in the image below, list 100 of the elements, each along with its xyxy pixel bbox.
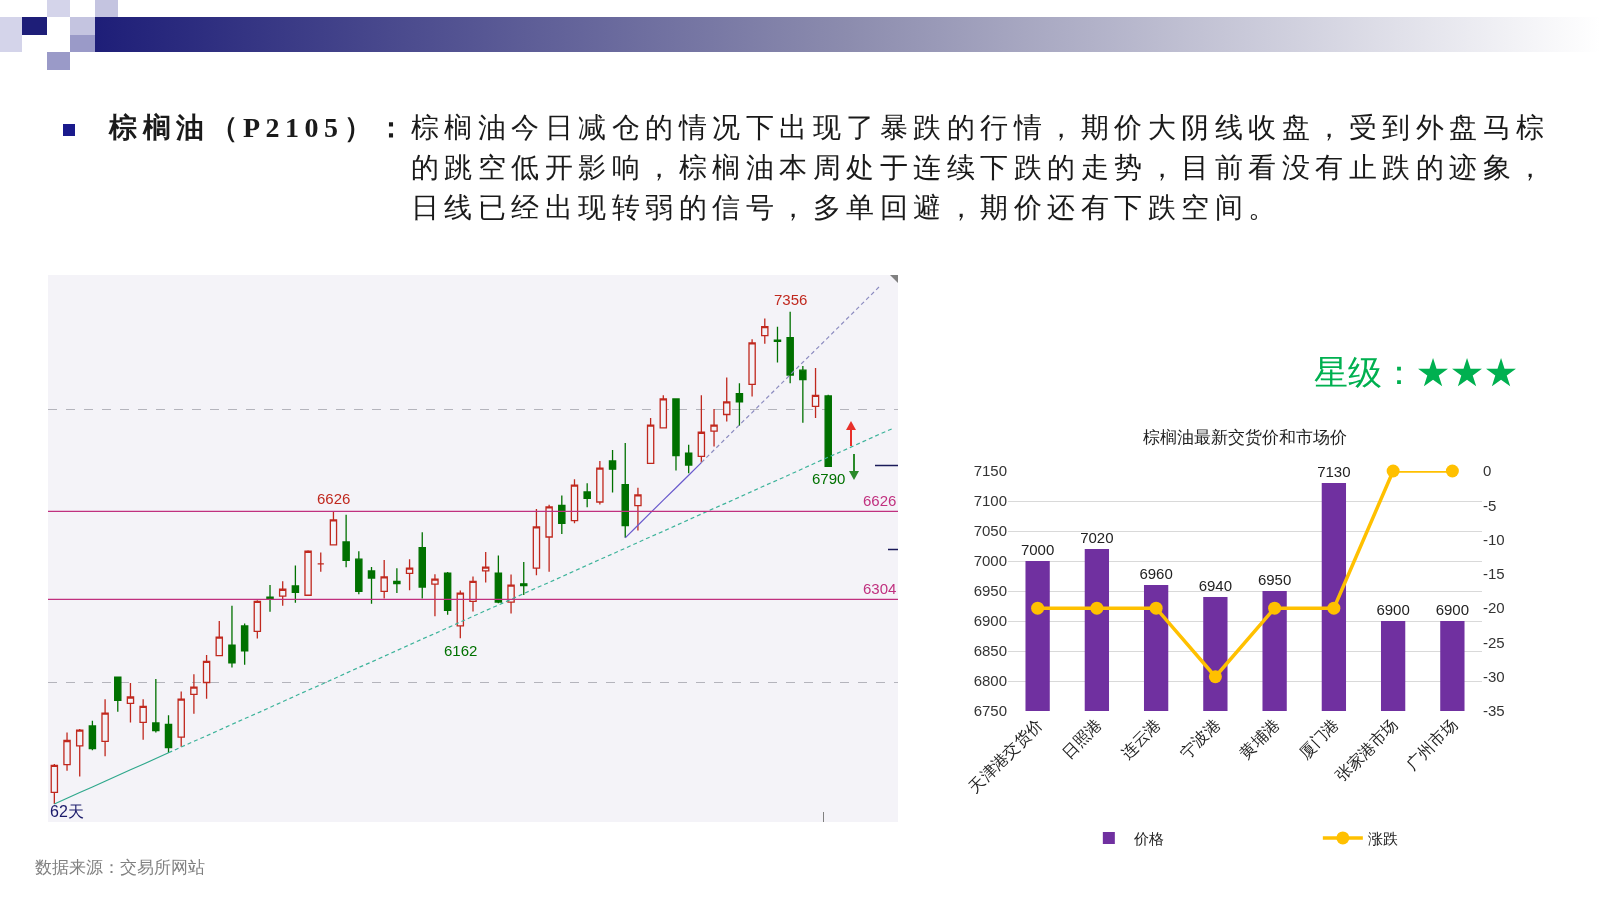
candlestick bbox=[405, 558, 414, 591]
candlestick bbox=[152, 678, 160, 734]
candlestick bbox=[164, 714, 173, 754]
candlestick bbox=[75, 728, 84, 778]
point bbox=[1031, 601, 1045, 615]
text: 6162 bbox=[444, 642, 478, 659]
x-tick-label: 日照港 bbox=[1058, 715, 1105, 762]
candlestick bbox=[748, 338, 756, 398]
point bbox=[1386, 464, 1400, 478]
candlestick bbox=[824, 394, 832, 468]
legend-label: 价格 bbox=[1132, 830, 1164, 847]
point bbox=[1327, 601, 1341, 615]
candlestick bbox=[583, 482, 591, 508]
candlestick bbox=[634, 487, 642, 532]
data-label: 6940 bbox=[1198, 577, 1233, 594]
candlestick bbox=[811, 367, 820, 419]
candlestick bbox=[431, 573, 439, 617]
candlestick bbox=[786, 311, 794, 384]
ref-line-label: 6626 bbox=[863, 492, 897, 509]
point bbox=[1090, 601, 1104, 615]
candlestick bbox=[380, 559, 388, 600]
candlestick bbox=[88, 720, 97, 751]
candlestick bbox=[278, 580, 287, 607]
candlestick bbox=[710, 408, 718, 448]
y-tick-label: 6850 bbox=[973, 642, 1007, 660]
y-tick-label: 6800 bbox=[973, 672, 1007, 690]
point bbox=[1149, 601, 1163, 615]
candlestick bbox=[228, 605, 236, 669]
candlestick bbox=[481, 551, 490, 584]
point bbox=[1268, 601, 1282, 615]
y-tick-label: 6900 bbox=[973, 612, 1007, 630]
text: 6626 bbox=[317, 490, 351, 507]
candlestick bbox=[190, 673, 198, 715]
candlestick bbox=[177, 690, 185, 748]
source-note: 数据来源：交易所网站 bbox=[35, 858, 205, 877]
candlestick bbox=[63, 731, 71, 772]
x-tick-label: 连云港 bbox=[1117, 715, 1164, 762]
candlestick bbox=[697, 394, 706, 464]
candlestick bbox=[266, 584, 274, 613]
candlestick bbox=[570, 478, 579, 524]
candlestick bbox=[608, 449, 617, 494]
chart-title: 棕榈油最新交货价和市场价 bbox=[1143, 427, 1347, 447]
candlestick bbox=[456, 589, 465, 639]
candlestick bbox=[519, 561, 528, 596]
candlestick bbox=[735, 382, 744, 427]
candlestick bbox=[494, 554, 503, 604]
candlestick bbox=[545, 504, 553, 573]
data-label: 7000 bbox=[1020, 541, 1055, 558]
candlestick bbox=[532, 508, 541, 576]
candlestick bbox=[672, 398, 680, 472]
y-tick-label: 7000 bbox=[973, 552, 1007, 570]
candlestick bbox=[139, 698, 147, 741]
data-label: 7020 bbox=[1080, 529, 1114, 546]
annotation: 62天 bbox=[50, 803, 84, 820]
y2-tick-label: -35 bbox=[1483, 702, 1505, 720]
candlestick bbox=[253, 599, 262, 640]
legend-label: 涨跌 bbox=[1367, 830, 1398, 847]
y2-tick-label: -5 bbox=[1483, 496, 1497, 514]
candlestick bbox=[304, 549, 312, 596]
text: 星级：★★★ bbox=[1314, 354, 1518, 391]
candlestick bbox=[355, 550, 363, 595]
candlestick bbox=[240, 622, 249, 666]
x-tick-label: 厦门港 bbox=[1295, 715, 1342, 762]
x-tick-label: 黄埔港 bbox=[1236, 715, 1283, 762]
candlestick bbox=[126, 682, 135, 724]
candlestick bbox=[418, 531, 427, 600]
candlestick bbox=[342, 514, 350, 569]
data-label: 6900 bbox=[1376, 601, 1410, 618]
y-tick-label: 6950 bbox=[973, 582, 1007, 600]
candlestick bbox=[202, 654, 211, 700]
y-tick-label: 7100 bbox=[973, 492, 1007, 510]
y2-tick-label: 0 bbox=[1483, 462, 1492, 480]
candlestick bbox=[114, 676, 122, 713]
candlestick bbox=[215, 620, 224, 657]
candlestick bbox=[443, 571, 452, 616]
candlestick bbox=[621, 442, 629, 539]
candlestick bbox=[722, 376, 731, 423]
candlestick bbox=[799, 365, 807, 424]
text: 6790 bbox=[812, 470, 846, 487]
data-label: 6950 bbox=[1257, 571, 1292, 588]
candlestick bbox=[367, 566, 376, 605]
candlestick bbox=[659, 394, 668, 429]
candlestick bbox=[329, 510, 338, 547]
text: 7356 bbox=[774, 291, 808, 308]
candlestick bbox=[761, 317, 769, 345]
y2-tick-label: -25 bbox=[1483, 633, 1505, 651]
candlestick bbox=[393, 567, 401, 594]
x-tick-label: 广州市场 bbox=[1402, 715, 1461, 774]
data-label: 7130 bbox=[1317, 463, 1351, 480]
y-tick-label: 7150 bbox=[973, 462, 1007, 480]
data-label: 6900 bbox=[1435, 601, 1470, 618]
candlestick bbox=[646, 417, 655, 465]
x-tick-label: 宁波港 bbox=[1177, 715, 1224, 762]
y-tick-label: 7050 bbox=[973, 522, 1007, 540]
candlestick bbox=[558, 494, 566, 535]
text: 棕榈油（P2105）： bbox=[109, 111, 411, 145]
y2-tick-label: -15 bbox=[1483, 565, 1505, 583]
text: 棕榈油今日减仓的情况下出现了暴跌的行情，期价大阴线收盘，受到外盘马棕的跳空低开影响，棕榈油本周处于连续下跌的走势，目前看没有止跌的迹象，日线已经出现转弱的信号，多单回避，期价还有下跌空间。 bbox=[410, 111, 1551, 225]
point bbox=[1208, 670, 1222, 684]
ref-line-label: 6304 bbox=[863, 580, 897, 597]
